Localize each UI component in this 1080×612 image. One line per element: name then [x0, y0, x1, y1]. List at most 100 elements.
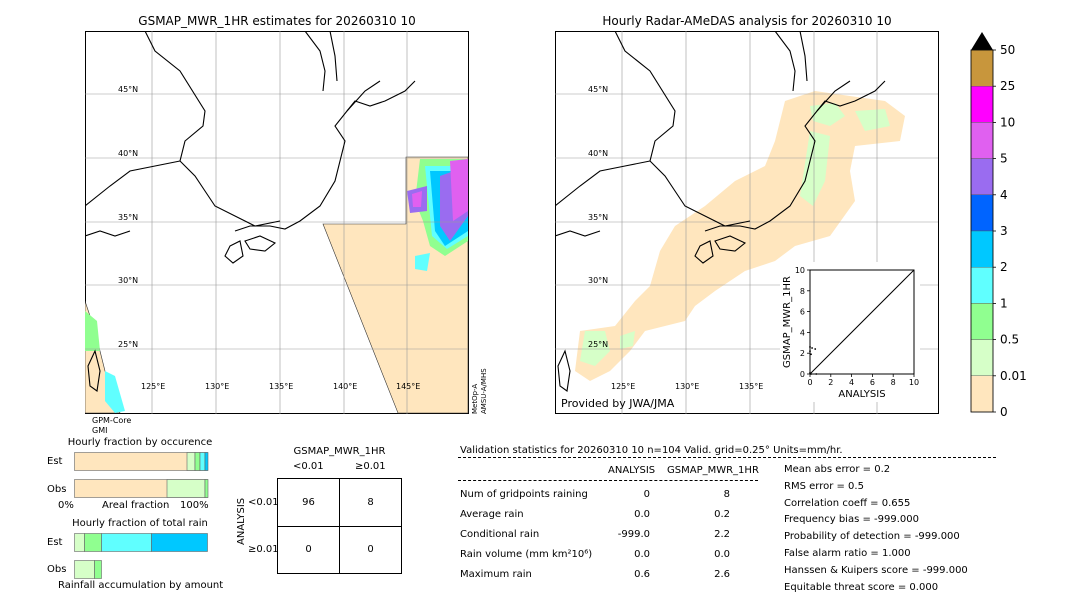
colorbar-extend-arrow	[971, 32, 993, 50]
scatter-ylabel: GSMAP_MWR_1HR	[782, 276, 793, 368]
right-lon-125: 125°E	[611, 382, 635, 391]
validation-header-rule	[458, 457, 996, 458]
validation-row-label: Conditional rain	[460, 529, 540, 540]
occurrence-axis-left: 0%	[58, 500, 74, 511]
colorbar-label: 4	[1000, 188, 1008, 202]
validation-row-analysis: 0.0	[634, 549, 650, 560]
left-lon-135: 135°E	[269, 382, 293, 391]
colorbar-segment	[970, 339, 994, 377]
total-rain-bars	[74, 533, 208, 579]
occ-obs-light	[166, 479, 206, 498]
right-light-rain	[580, 103, 890, 366]
left-lon-125: 125°E	[141, 382, 165, 391]
scatter-ytick-label: 10	[795, 266, 805, 275]
tr-est-3	[151, 533, 208, 552]
scatter-point	[810, 353, 812, 356]
contingency-ylabel: ANALYSIS	[236, 497, 247, 545]
colorbar-segment	[970, 194, 994, 232]
tr-est-light	[74, 533, 85, 552]
left-lon-130: 130°E	[205, 382, 229, 391]
scatter-point	[810, 373, 812, 375]
total-rain-obs-label: Obs	[47, 564, 67, 575]
scatter-plot-area: 0 2 4 6 8 10 0 2 4 6 8 10 ANALYSIS GSMAP_MWR_1HR	[782, 266, 919, 400]
contingency-cell-b: 8	[367, 497, 374, 508]
scatter-xtick-label: 8	[891, 378, 896, 387]
validation-col-rule	[458, 480, 758, 481]
colorbar-label: 10	[1000, 115, 1015, 129]
contingency-cell-d: 0	[367, 544, 374, 555]
colorbar-label: 50	[1000, 43, 1015, 57]
scatter-ytick-label: 6	[800, 308, 805, 317]
score-correlation: Correlation coeff = 0.655	[784, 497, 911, 509]
occurrence-est-label: Est	[47, 456, 63, 467]
validation-header: Validation statistics for 20260310 10 n=…	[460, 445, 843, 456]
score-ets: Equitable threat score = 0.000	[784, 581, 939, 593]
colorbar-label: 0.5	[1000, 333, 1019, 347]
right-lat-30: 30°N	[588, 276, 608, 285]
validation-row: Rain volume (mm km²10⁶) 0.0 0.0	[460, 549, 760, 569]
validation-row-gsmap: 8	[723, 489, 730, 500]
right-lat-40: 40°N	[588, 149, 608, 158]
validation-row-gsmap: 0.0	[714, 549, 730, 560]
validation-row-analysis: -999.0	[617, 529, 650, 540]
tr-est-2	[101, 533, 152, 552]
occurrence-axis-right: 100%	[180, 500, 209, 511]
colorbar-label: 0.01	[1000, 369, 1027, 383]
right-lon-135: 135°E	[739, 382, 763, 391]
contingency-cell-a: 96	[302, 497, 315, 508]
colorbar-segment	[970, 266, 994, 304]
validation-row-analysis: 0.0	[634, 509, 650, 520]
scatter-xtick-label: 4	[849, 378, 854, 387]
contingency-cell-c: 0	[305, 544, 312, 555]
validation-row-label: Rain volume (mm km²10⁶)	[460, 549, 593, 560]
left-map: 45°N 40°N 35°N 30°N 25°N 125°E 130°E 135…	[85, 31, 469, 414]
validation-row-label: Average rain	[460, 509, 524, 520]
validation-row-label: Maximum rain	[460, 569, 532, 580]
right-sensor-label-2: AMSU-A/MHS	[480, 368, 488, 414]
contingency-table: 96 8 0 0	[277, 478, 402, 574]
validation-row-analysis: 0	[643, 489, 650, 500]
scatter-point	[811, 347, 813, 349]
colorbar-label: 3	[1000, 224, 1008, 238]
left-lon-145: 145°E	[396, 382, 420, 391]
left-lat-40: 40°N	[118, 149, 138, 158]
scatter-xtick-label: 6	[870, 378, 875, 387]
validation-row: Average rain 0.0 0.2	[460, 509, 760, 529]
contingency-row-ge: ≥0.01	[248, 544, 279, 555]
scatter-point	[809, 350, 811, 353]
validation-row: Maximum rain 0.6 2.6	[460, 569, 760, 589]
colorbar-label: 25	[1000, 79, 1015, 93]
total-rain-title: Hourly fraction of total rain	[72, 518, 208, 529]
occurrence-axis-mid: Areal fraction	[102, 500, 170, 511]
left-lat-35: 35°N	[118, 213, 138, 222]
colorbar: 50 25 10 5 4 3 2 1 0.5 0.01 0	[970, 32, 1027, 418]
right-lat-45: 45°N	[588, 85, 608, 94]
colorbar-segment	[970, 303, 994, 340]
occ-est-3	[204, 452, 209, 471]
left-sensor-label-1: GPM-Core	[92, 416, 132, 425]
validation-table: Num of gridpoints raining 0 8 Average ra…	[460, 489, 760, 589]
score-rms-error: RMS error = 0.5	[784, 480, 864, 492]
colorbar-segment	[970, 86, 994, 123]
validation-row-gsmap: 0.2	[714, 509, 730, 520]
scatter-ytick-label: 2	[800, 349, 805, 358]
validation-col-analysis: ANALYSIS	[608, 465, 656, 476]
right-sensor-label-1: MetOp-A	[471, 383, 479, 414]
validation-row-gsmap: 2.2	[714, 529, 730, 540]
left-lat-45: 45°N	[118, 85, 138, 94]
scatter-point	[809, 346, 811, 348]
right-map-credit: Provided by JWA/JMA	[561, 397, 675, 410]
validation-row-label: Num of gridpoints raining	[460, 489, 588, 500]
inset-scatter: 0 2 4 6 8 10 0 2 4 6 8 10 ANALYSIS GSMAP_MWR_1HR	[780, 262, 920, 402]
colorbar-segment	[970, 375, 994, 413]
contingency-col-ge: ≥0.01	[355, 461, 386, 472]
scatter-point	[814, 348, 817, 350]
colorbar-label: 1	[1000, 296, 1008, 310]
occurrence-bars	[74, 452, 209, 498]
total-rain-est-label: Est	[47, 537, 63, 548]
validation-row: Num of gridpoints raining 0 8	[460, 489, 760, 509]
occ-est-1	[194, 452, 201, 471]
tr-est-1	[84, 533, 102, 552]
score-frequency-bias: Frequency bias = -999.000	[784, 514, 919, 526]
right-coastline	[555, 31, 886, 392]
